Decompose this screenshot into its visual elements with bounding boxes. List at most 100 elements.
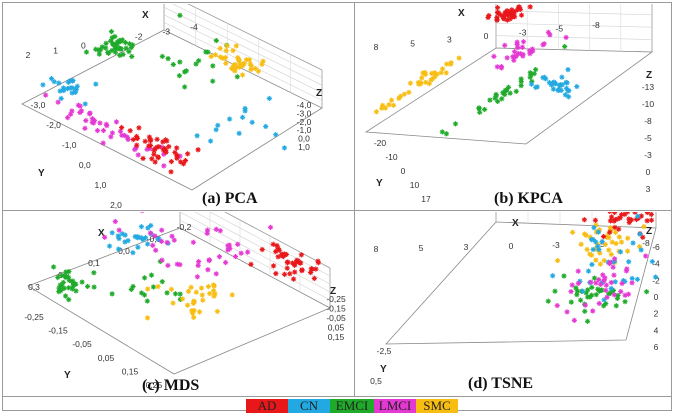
point-emci [109,291,115,297]
panel-divider-vertical [354,2,355,396]
point-emci [130,283,136,290]
point-emci [507,90,513,96]
point-lmci [43,92,49,98]
point-lmci [94,127,101,134]
point-smc [641,224,647,230]
z-tick-label: -0,15 [326,304,346,314]
point-cn [116,235,122,242]
point-emci [613,303,619,309]
point-smc [406,89,412,95]
point-emci [113,45,119,52]
point-smc [198,285,205,291]
point-ad [504,17,510,23]
point-cn [652,274,659,280]
point-smc [205,283,211,290]
point-emci [144,298,150,304]
point-emci [56,289,62,295]
point-emci [91,270,97,276]
point-lmci [135,152,141,158]
point-ad [486,12,492,19]
point-ad [149,156,155,162]
point-lmci [491,53,497,60]
x-tick-label: 5 [419,243,424,253]
point-ad [166,143,172,150]
point-cn [40,82,46,88]
point-cn [263,123,269,130]
panel-pca: XYZ210-1-2-3-4-3,0-2,0-1,00,01,02,01,00,… [4,4,353,209]
point-ad [527,4,533,10]
point-cn [227,116,233,122]
gridline [163,6,323,86]
point-emci [574,292,580,298]
legend-item-smc: SMC [416,399,458,413]
point-ad [284,260,290,266]
point-smc [237,61,243,67]
point-smc [168,286,175,292]
point-ad [292,262,298,268]
y-tick-label: 2,0 [110,200,122,209]
point-cn [649,258,655,265]
point-emci [443,131,450,137]
point-emci [91,284,97,290]
x-tick-label: -0,1 [147,234,162,244]
point-smc [224,43,230,49]
point-lmci [150,242,156,248]
point-ad [119,124,125,131]
point-ad [134,142,140,148]
point-cn [629,275,635,282]
point-emci [518,83,524,89]
box-floor [364,47,654,145]
point-lmci [204,227,211,233]
mds-plot: XYZ0,30,20,10,0-0,1-0,2-0,25-0,15-0,050,… [24,212,346,390]
point-ad [505,10,511,16]
point-lmci [520,39,527,45]
point-cn [565,67,571,73]
point-ad [136,125,142,131]
y-tick-label: -2,0 [46,120,61,130]
pca-title: (a) PCA [202,190,258,207]
point-emci [481,106,488,113]
point-cn [566,88,572,94]
point-lmci [582,302,588,308]
point-ad [311,275,317,282]
point-cn [595,243,601,249]
point-emci [123,45,129,51]
point-ad [146,134,153,140]
y-tick-label: -2,5 [377,346,392,356]
point-ad [518,12,525,18]
point-ad [142,138,148,144]
point-lmci [235,241,241,247]
z-tick-label: -0,25 [326,294,346,304]
gridline [495,35,653,40]
point-cn [637,231,643,237]
point-lmci [513,53,519,59]
point-lmci [600,272,606,278]
x-tick-label: -2 [135,31,143,41]
point-cn [144,241,151,247]
point-cn [266,95,272,102]
point-lmci [147,230,153,236]
x-tick-label: 2 [26,50,31,60]
point-lmci [593,280,599,286]
x-tick-label: -3 [552,240,560,250]
point-smc [211,283,217,289]
point-cn [556,87,562,93]
point-cn [585,268,592,274]
point-lmci [608,279,614,286]
point-lmci [213,271,219,277]
z-axis-label: Z [330,286,336,297]
point-lmci [603,287,609,293]
z-tick-label: 6 [654,342,659,352]
point-ad [168,159,175,165]
point-cn [93,81,99,87]
x-tick-label: -5 [597,239,605,249]
point-ad [172,149,178,156]
point-emci [561,273,567,279]
point-smc [231,62,237,68]
point-emci [487,97,493,103]
point-lmci [82,125,88,131]
point-cn [563,79,569,86]
point-smc [199,292,205,298]
point-emci [172,291,179,297]
